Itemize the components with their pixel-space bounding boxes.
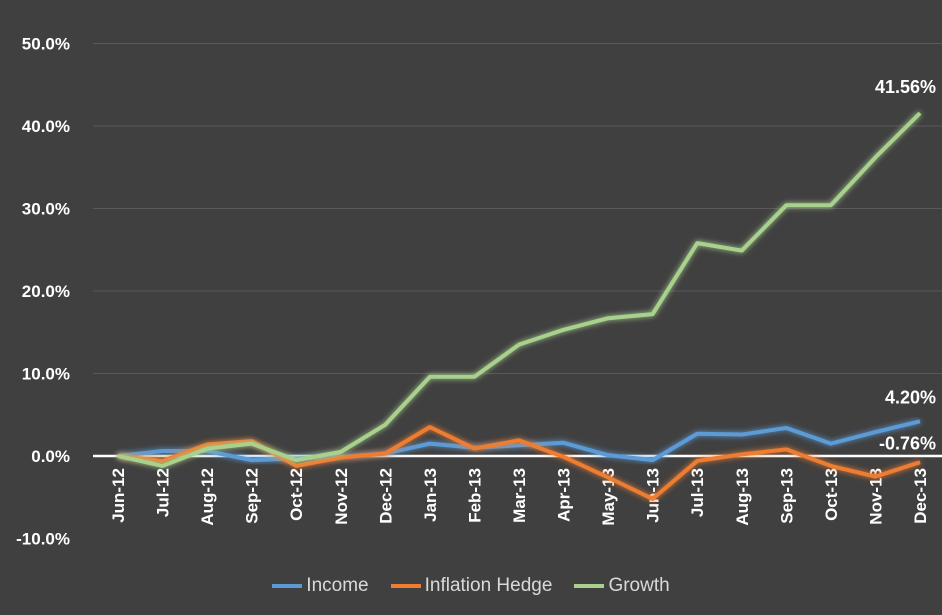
data-label: 4.20% xyxy=(885,387,936,407)
x-tick-label: Nov-12 xyxy=(332,468,351,525)
x-tick-label: Oct-13 xyxy=(822,468,841,521)
legend-swatch xyxy=(390,584,421,588)
x-tick-label: Aug-12 xyxy=(198,468,217,526)
series-line-growth xyxy=(117,111,922,468)
x-tick-label: Nov-13 xyxy=(866,468,885,525)
legend-label: Growth xyxy=(608,575,670,596)
x-tick-label: Sep-13 xyxy=(777,468,796,524)
data-label: -0.76% xyxy=(879,433,936,453)
y-tick-label: 50.0% xyxy=(22,35,70,54)
x-tick-label: Dec-12 xyxy=(376,468,395,524)
y-tick-label: -10.0% xyxy=(16,530,70,549)
legend-label: Inflation Hedge xyxy=(424,575,553,596)
x-tick-label: Feb-13 xyxy=(465,468,484,523)
x-tick-label: Jul-12 xyxy=(154,468,173,517)
legend-swatch xyxy=(272,584,303,588)
y-tick-label: 40.0% xyxy=(22,117,70,136)
x-tick-label: Jan-13 xyxy=(421,468,440,522)
x-tick-label: Oct-12 xyxy=(287,468,306,521)
y-tick-label: 30.0% xyxy=(22,200,70,219)
y-tick-label: 20.0% xyxy=(22,282,70,301)
y-tick-label: 0.0% xyxy=(31,447,70,466)
x-tick-label: Mar-13 xyxy=(510,468,529,523)
x-tick-label: Jul-13 xyxy=(688,468,707,517)
x-tick-label: Apr-13 xyxy=(555,468,574,522)
x-tick-label: Dec-13 xyxy=(911,468,930,524)
x-tick-label: May-13 xyxy=(599,468,618,526)
x-tick-label: Aug-13 xyxy=(733,468,752,526)
legend: Income Inflation Hedge Growth xyxy=(0,575,942,597)
legend-swatch xyxy=(574,584,605,588)
series-line-income xyxy=(117,419,921,463)
series-line-inflation-hedge xyxy=(117,425,921,501)
legend-label: Income xyxy=(306,575,369,596)
y-tick-label: 10.0% xyxy=(22,365,70,384)
x-tick-label: Jun-13 xyxy=(644,468,663,523)
legend-item: Growth xyxy=(574,575,670,597)
x-tick-label: Sep-12 xyxy=(243,468,262,524)
legend-item: Inflation Hedge xyxy=(390,575,553,597)
data-label: 41.56% xyxy=(875,77,936,97)
legend-item: Income xyxy=(272,575,369,597)
x-tick-label: Jun-12 xyxy=(109,468,128,523)
